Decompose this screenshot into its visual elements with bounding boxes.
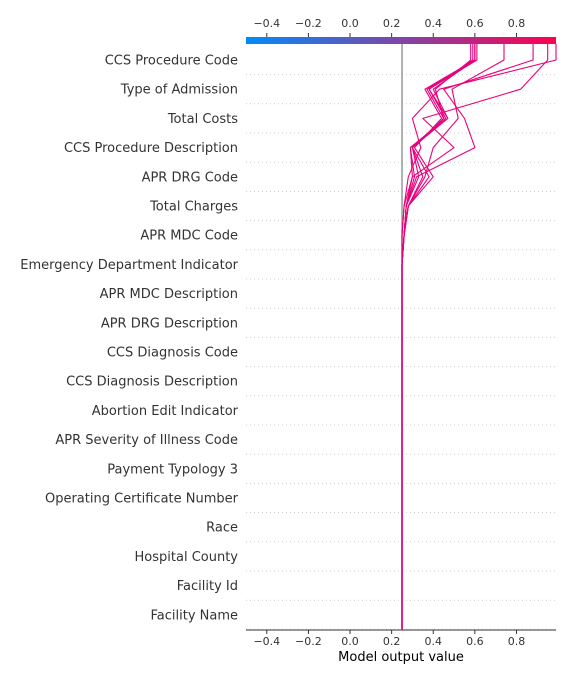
feature-label: CCS Procedure Description <box>64 141 238 156</box>
bottom-tick-label: 0.0 <box>341 635 359 648</box>
colorbar <box>246 37 556 44</box>
feature-label: Facility Name <box>150 608 238 623</box>
bottom-tick-label: 0.6 <box>466 635 484 648</box>
top-tick-label: 0.4 <box>424 17 442 30</box>
top-tick-label: −0.4 <box>253 17 280 30</box>
top-tick-label: 0.8 <box>508 17 526 30</box>
decision-path-line <box>401 44 472 630</box>
decision-path-line <box>401 44 505 630</box>
feature-label: Facility Id <box>177 579 238 594</box>
bottom-tick-label: 0.4 <box>424 635 442 648</box>
feature-label: Hospital County <box>135 550 239 565</box>
feature-label: Total Costs <box>167 112 238 127</box>
feature-label: Abortion Edit Indicator <box>92 404 239 419</box>
feature-label: CCS Procedure Code <box>105 54 238 69</box>
feature-label: APR DRG Code <box>142 170 238 185</box>
feature-label: APR DRG Description <box>101 316 238 331</box>
top-tick-label: −0.2 <box>295 17 322 30</box>
top-tick-label: 0.0 <box>341 17 359 30</box>
feature-label: Payment Typology 3 <box>107 462 238 477</box>
feature-label: APR MDC Description <box>100 287 238 302</box>
x-axis-label: Model output value <box>338 650 464 665</box>
top-tick-label: 0.6 <box>466 17 484 30</box>
feature-label: CCS Diagnosis Code <box>107 346 238 361</box>
bottom-tick-label: −0.2 <box>295 635 322 648</box>
feature-label: APR Severity of Illness Code <box>55 433 238 448</box>
feature-label: Race <box>206 521 238 536</box>
decision-path-line <box>401 44 478 630</box>
feature-label: Emergency Department Indicator <box>20 258 238 273</box>
bottom-tick-label: 0.2 <box>383 635 401 648</box>
top-tick-label: 0.2 <box>383 17 401 30</box>
feature-label: CCS Diagnosis Description <box>66 375 238 390</box>
feature-label: Total Charges <box>149 200 238 215</box>
feature-label: Type of Admission <box>120 83 238 98</box>
decision-path-line <box>401 44 534 630</box>
bottom-tick-label: −0.4 <box>253 635 280 648</box>
bottom-tick-label: 0.8 <box>508 635 526 648</box>
feature-label: Operating Certificate Number <box>45 492 239 507</box>
feature-label: APR MDC Code <box>140 229 238 244</box>
